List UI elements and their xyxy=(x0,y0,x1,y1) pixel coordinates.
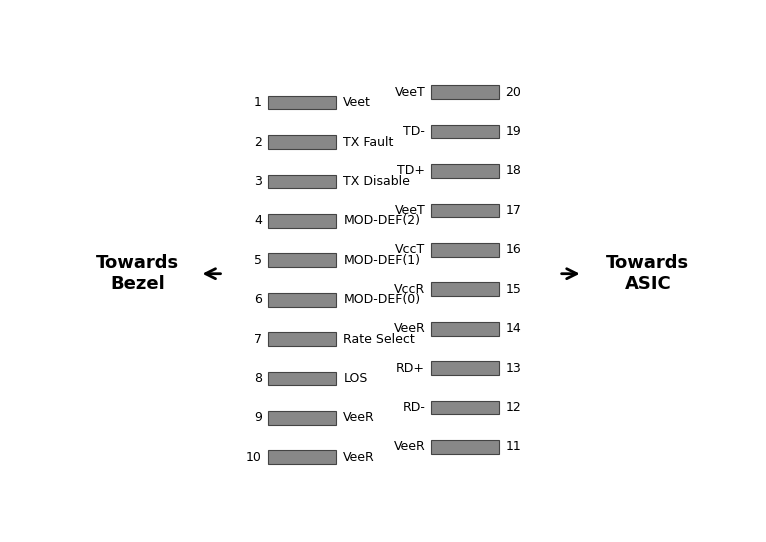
Bar xyxy=(431,125,499,138)
Bar xyxy=(268,293,336,307)
Bar xyxy=(431,282,499,296)
Text: VeeR: VeeR xyxy=(394,441,425,454)
Text: VeeR: VeeR xyxy=(343,411,375,424)
Bar xyxy=(268,214,336,228)
Text: Rate Select: Rate Select xyxy=(343,333,415,346)
Text: 9: 9 xyxy=(254,411,262,424)
Text: 3: 3 xyxy=(254,175,262,188)
Bar xyxy=(431,204,499,217)
Text: VccT: VccT xyxy=(395,243,425,256)
Bar xyxy=(268,175,336,188)
Text: RD+: RD+ xyxy=(396,362,425,375)
Text: 12: 12 xyxy=(506,401,521,414)
Bar xyxy=(431,85,499,99)
Bar xyxy=(431,361,499,375)
Text: TX Fault: TX Fault xyxy=(343,136,394,149)
Bar xyxy=(268,96,336,109)
Text: 14: 14 xyxy=(506,322,521,335)
Text: 7: 7 xyxy=(254,333,262,346)
Text: VeeR: VeeR xyxy=(394,322,425,335)
Text: 18: 18 xyxy=(506,165,521,177)
Text: TX Disable: TX Disable xyxy=(343,175,410,188)
Bar xyxy=(268,372,336,385)
Bar xyxy=(431,164,499,178)
Text: 10: 10 xyxy=(246,451,262,464)
Text: 13: 13 xyxy=(506,362,521,375)
Text: MOD-DEF(1): MOD-DEF(1) xyxy=(343,254,421,267)
Text: VeeR: VeeR xyxy=(343,451,375,464)
Text: 15: 15 xyxy=(506,283,521,296)
Bar xyxy=(431,401,499,415)
Text: 6: 6 xyxy=(254,293,262,306)
Text: Towards
ASIC: Towards ASIC xyxy=(606,254,689,293)
Text: Towards
Bezel: Towards Bezel xyxy=(96,254,179,293)
Text: VccR: VccR xyxy=(394,283,425,296)
Bar xyxy=(268,332,336,346)
Text: 20: 20 xyxy=(506,86,521,99)
Text: 11: 11 xyxy=(506,441,521,454)
Bar xyxy=(431,440,499,454)
Bar xyxy=(268,135,336,149)
Text: VeeT: VeeT xyxy=(394,86,425,99)
Text: VeeT: VeeT xyxy=(394,204,425,217)
Bar xyxy=(268,411,336,425)
Text: Veet: Veet xyxy=(343,96,372,109)
Text: MOD-DEF(2): MOD-DEF(2) xyxy=(343,214,421,227)
Text: LOS: LOS xyxy=(343,372,368,385)
Bar xyxy=(268,450,336,464)
Text: 19: 19 xyxy=(506,125,521,138)
Text: 16: 16 xyxy=(506,243,521,256)
Text: 8: 8 xyxy=(254,372,262,385)
Text: MOD-DEF(0): MOD-DEF(0) xyxy=(343,293,421,306)
Text: 2: 2 xyxy=(254,136,262,149)
Text: TD-: TD- xyxy=(404,125,425,138)
Text: 5: 5 xyxy=(254,254,262,267)
Bar xyxy=(268,253,336,267)
Text: 1: 1 xyxy=(254,96,262,109)
Bar xyxy=(431,243,499,257)
Bar xyxy=(431,322,499,335)
Text: 17: 17 xyxy=(506,204,521,217)
Text: TD+: TD+ xyxy=(398,165,425,177)
Text: 4: 4 xyxy=(254,214,262,227)
Text: RD-: RD- xyxy=(402,401,425,414)
